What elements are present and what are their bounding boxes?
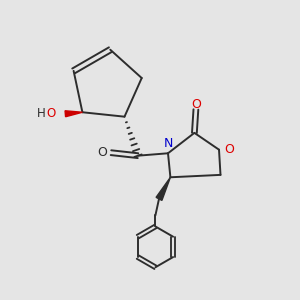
Text: N: N (164, 137, 173, 150)
Text: O: O (191, 98, 201, 111)
Text: O: O (46, 107, 56, 120)
Text: H: H (37, 107, 46, 120)
Text: O: O (98, 146, 107, 159)
Polygon shape (156, 177, 170, 200)
Polygon shape (65, 111, 82, 117)
Text: O: O (224, 143, 234, 156)
